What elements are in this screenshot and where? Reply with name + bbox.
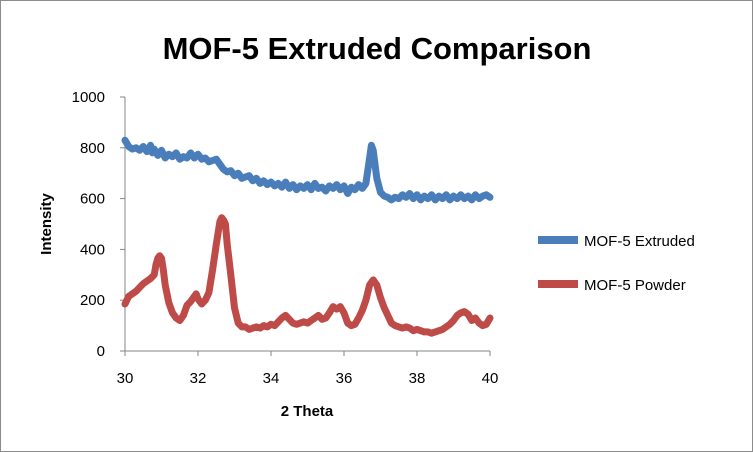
y-axis-title: Intensity <box>38 193 55 255</box>
x-tick-label: 36 <box>336 370 353 387</box>
series-line-mof-5-extruded <box>121 136 494 204</box>
y-ticks: 0 200 400 600 800 1000 <box>72 89 125 360</box>
y-tick-label: 600 <box>80 191 105 208</box>
x-axis-title: 2 Theta <box>281 403 334 420</box>
y-tick-label: 1000 <box>72 89 105 106</box>
series-lines <box>121 136 494 337</box>
y-tick-label: 800 <box>80 140 105 157</box>
legend-label-mof5-extruded: MOF-5 Extruded <box>584 233 695 250</box>
x-tick-label: 38 <box>409 370 426 387</box>
plot-area: 30 32 34 36 38 40 0 200 400 600 800 1000 <box>72 89 499 387</box>
x-ticks: 30 32 34 36 38 40 <box>117 351 499 387</box>
x-tick-label: 32 <box>190 370 207 387</box>
x-tick-label: 34 <box>263 370 280 387</box>
legend: MOF-5 Extruded MOF-5 Powder <box>538 233 695 294</box>
y-tick-label: 400 <box>80 241 105 258</box>
x-tick-label: 40 <box>482 370 499 387</box>
x-tick-label: 30 <box>117 370 134 387</box>
chart-title: MOF-5 Extruded Comparison <box>163 31 592 66</box>
y-tick-label: 200 <box>80 292 105 309</box>
y-tick-label: 0 <box>97 343 105 360</box>
series-line-mof-5-powder <box>121 214 494 337</box>
legend-label-mof5-powder: MOF-5 Powder <box>584 277 686 294</box>
